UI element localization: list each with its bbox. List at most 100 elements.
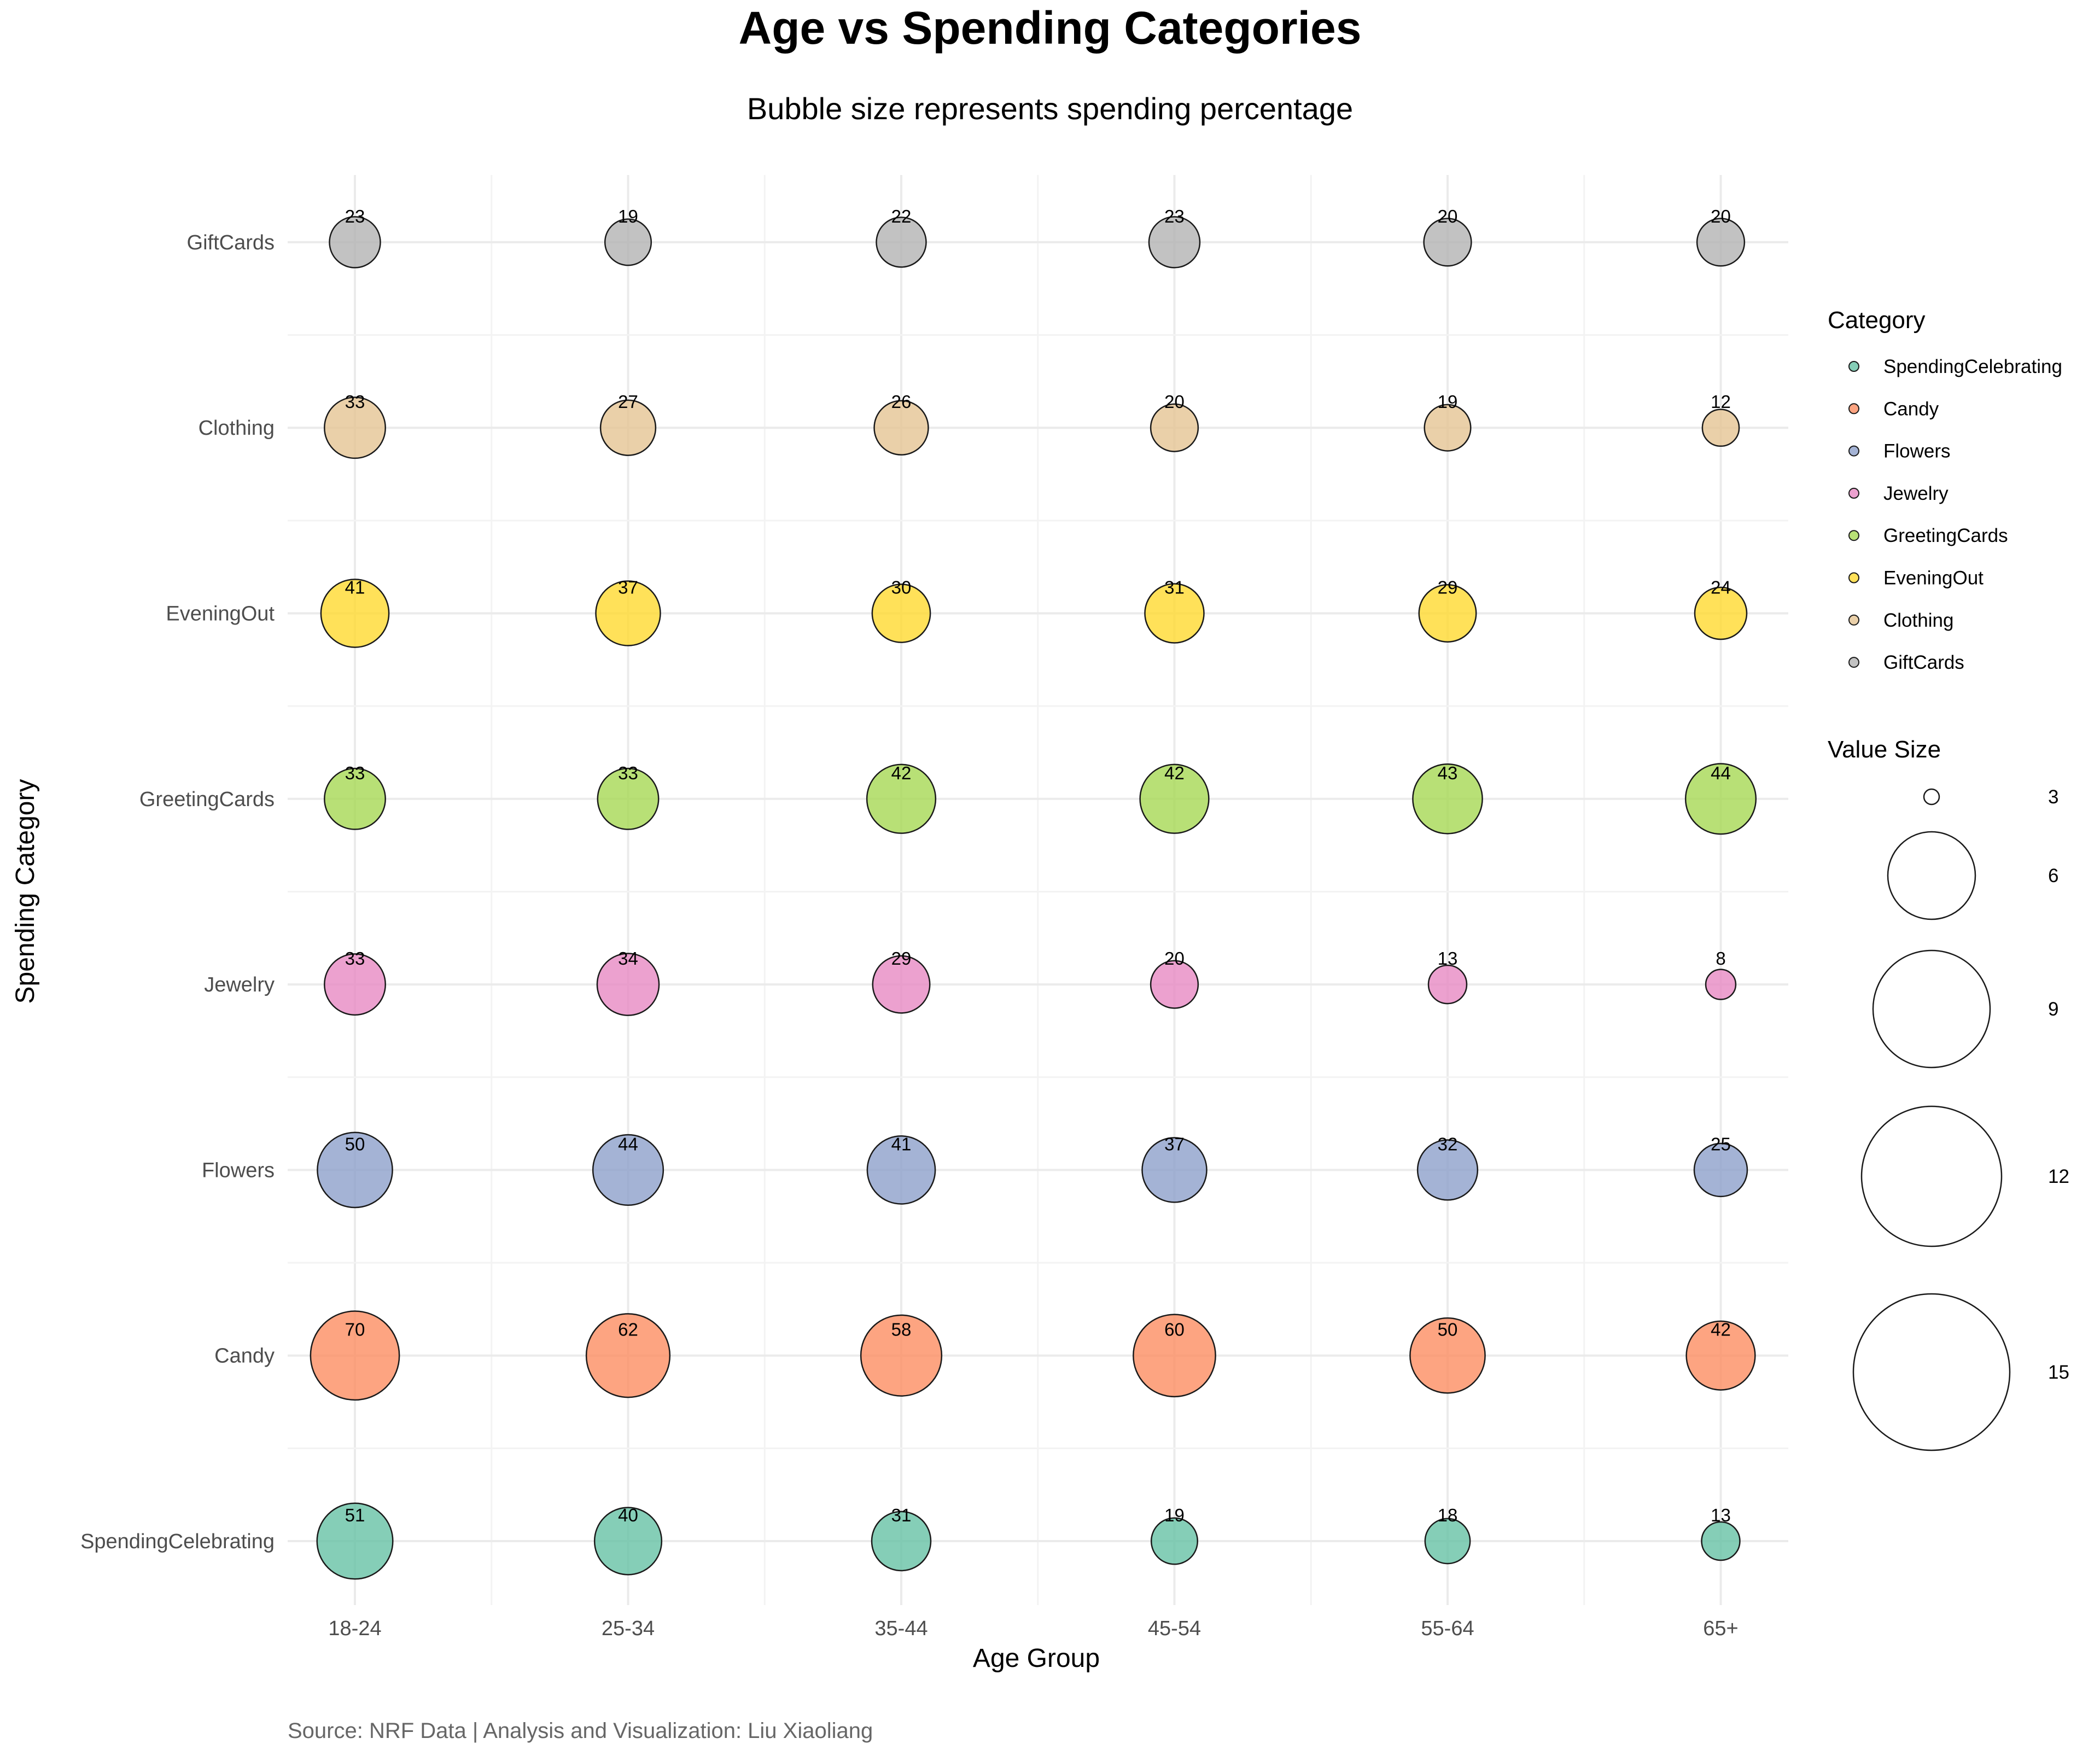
legend-label: SpendingCelebrating [1883, 356, 2062, 377]
bubble [1150, 960, 1199, 1009]
bubble-value-label: 29 [891, 948, 912, 969]
bubble [866, 1135, 936, 1205]
bubble [1684, 763, 1757, 835]
bubble [1150, 403, 1199, 452]
category-legend-title: Category [1828, 307, 1926, 334]
bubble-value-label: 31 [1164, 578, 1185, 598]
bubble [860, 1314, 943, 1397]
bubble-value-label: 19 [1164, 1505, 1185, 1525]
bubble [1418, 584, 1477, 643]
y-tick-label: GreetingCards [139, 788, 275, 811]
bubble [320, 579, 390, 648]
size-legend-key [1923, 788, 1940, 806]
bubble [597, 767, 660, 830]
bubble-value-label: 20 [1711, 206, 1731, 226]
bubble-value-label: 70 [345, 1320, 365, 1340]
bubble [329, 216, 381, 269]
bubble [595, 580, 661, 646]
size-legend-label: 12 [2048, 1166, 2069, 1187]
bubble-value-label: 37 [618, 578, 638, 598]
bubble [1139, 763, 1210, 834]
x-axis-tick-labels: 18-24 25-34 35-44 45-54 55-64 65+ [328, 1617, 1738, 1640]
bubble-value-label: 26 [891, 392, 912, 412]
size-legend-key [1887, 831, 1976, 920]
legend-key [1848, 487, 1859, 499]
bubble [1427, 964, 1468, 1005]
chart-caption: Source: NRF Data | Analysis and Visualiz… [288, 1719, 873, 1743]
bubble [1701, 409, 1740, 447]
bubble [1685, 1320, 1756, 1391]
bubble-value-label: 19 [618, 206, 638, 226]
x-tick-label: 45-54 [1148, 1617, 1201, 1640]
size-legend-label: 3 [2048, 786, 2058, 808]
x-tick-label: 55-64 [1421, 1617, 1474, 1640]
y-tick-label: EveningOut [166, 603, 275, 626]
bubble [866, 763, 937, 834]
legend-key [1848, 403, 1859, 415]
chart-title: Age vs Spending Categories [739, 2, 1362, 54]
bubble-value-label: 13 [1438, 948, 1458, 969]
size-legend-label: 15 [2048, 1362, 2069, 1383]
bubble-value-label: 37 [1164, 1134, 1185, 1154]
bubble-value-label: 34 [618, 948, 638, 969]
legend-label: Jewelry [1883, 483, 1949, 504]
x-tick-label: 35-44 [874, 1617, 928, 1640]
bubble [596, 953, 660, 1016]
x-tick-label: 65+ [1703, 1617, 1738, 1640]
grid-lines [288, 175, 1788, 1605]
legend-key [1848, 361, 1859, 372]
bubble [1424, 1518, 1471, 1565]
x-axis-title: Age Group [973, 1644, 1100, 1673]
bubble-value-label: 12 [1711, 392, 1731, 412]
bubble-value-label: 44 [618, 1134, 638, 1154]
y-axis-title: Spending Category [11, 779, 40, 1004]
x-tick-label: 25-34 [602, 1617, 655, 1640]
bubble [1144, 583, 1205, 644]
bubble [1701, 1521, 1741, 1561]
y-tick-label: Flowers [202, 1159, 275, 1182]
category-legend: Category SpendingCelebrating Candy Flowers… [1828, 307, 2062, 673]
bubble-value-label: 50 [345, 1134, 365, 1154]
bubble-value-label: 44 [1711, 763, 1731, 783]
size-legend-key [1852, 1293, 2011, 1451]
bubble-value-label: 23 [345, 206, 365, 226]
bubble [1696, 218, 1746, 267]
bubble-value-label: 25 [1711, 1134, 1731, 1154]
bubble [317, 1131, 393, 1209]
bubble-value-label: 20 [1164, 948, 1185, 969]
legend-label: GreetingCards [1883, 525, 2008, 546]
bubble-value-label: 41 [345, 578, 365, 598]
bubble-value-label: 18 [1438, 1505, 1458, 1525]
bubble [872, 955, 931, 1014]
bubble-value-label: 13 [1711, 1505, 1731, 1525]
size-legend-title: Value Size [1828, 736, 1941, 763]
bubble-value-label: 27 [618, 392, 638, 412]
bubble [604, 218, 652, 266]
bubble-value-label: 24 [1711, 578, 1731, 598]
legend-label: GiftCards [1883, 652, 1964, 673]
bubble-value-label: 23 [1164, 206, 1185, 226]
bubble [324, 767, 386, 830]
bubble-value-label: 31 [891, 1505, 912, 1525]
legend-label: Clothing [1883, 610, 1953, 631]
legend-key [1848, 530, 1859, 541]
size-legend-key [1872, 949, 1991, 1069]
legend-label: Candy [1883, 398, 1939, 419]
bubble [599, 399, 657, 456]
bubble-value-label: 22 [891, 206, 912, 226]
bubble-value-label: 58 [891, 1320, 912, 1340]
x-tick-label: 18-24 [328, 1617, 381, 1640]
chart-subtitle: Bubble size represents spending percenta… [747, 91, 1353, 126]
bubble [1705, 969, 1737, 1000]
bubble [876, 217, 927, 268]
size-legend: Value Size 3 6 9 12 15 [1828, 736, 2069, 1451]
bubble [310, 1310, 400, 1401]
bubble [585, 1313, 671, 1398]
bubble [871, 584, 931, 643]
bubble-value-label: 32 [1438, 1134, 1458, 1154]
legend-key [1848, 572, 1859, 584]
bubble-value-label: 33 [345, 763, 365, 783]
bubble-value-label: 33 [345, 948, 365, 969]
bubble [592, 1134, 664, 1206]
